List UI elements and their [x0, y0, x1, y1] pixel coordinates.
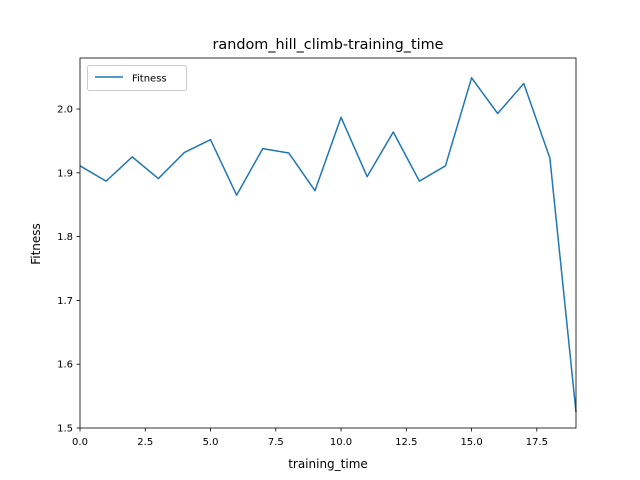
- data-point: [366, 176, 368, 178]
- x-tick-label: 12.5: [395, 437, 417, 448]
- data-point: [131, 156, 133, 158]
- x-tick-label: 2.5: [137, 437, 153, 448]
- axes-frame: [79, 57, 577, 429]
- data-point: [105, 180, 107, 182]
- x-axis-label: training_time: [288, 457, 368, 471]
- y-axis-label: Fitness: [29, 223, 43, 265]
- x-tick-label: 10.0: [330, 437, 352, 448]
- data-point: [445, 165, 447, 167]
- data-point: [262, 148, 264, 150]
- legend-box: [87, 65, 187, 91]
- chart-title: random_hill_climb-training_time: [212, 37, 443, 53]
- y-tick-label: 1.7: [57, 296, 73, 307]
- data-point: [471, 77, 473, 79]
- x-tick-label: 17.5: [526, 437, 548, 448]
- legend: Fitness: [87, 65, 187, 91]
- data-point: [184, 152, 186, 154]
- data-point: [158, 178, 160, 180]
- data-point: [288, 152, 290, 154]
- x-tick-label: 7.5: [268, 437, 284, 448]
- data-point: [497, 113, 499, 115]
- data-point: [392, 131, 394, 133]
- axes: 0.0 2.5 5.0 7.5 10.0 12.5 15.0 17.5 1.5 1.6 1.7 1.8…: [57, 57, 577, 448]
- data-point: [210, 139, 212, 141]
- data-point: [314, 190, 316, 192]
- y-tick-label: 1.5: [57, 424, 73, 435]
- data-point: [523, 83, 525, 85]
- plot-area: [79, 77, 577, 413]
- y-tick-label: 1.8: [57, 232, 73, 243]
- legend-label: Fitness: [132, 74, 167, 85]
- data-point: [340, 117, 342, 119]
- data-point: [549, 157, 551, 159]
- data-point: [236, 194, 238, 196]
- y-tick-label: 1.9: [57, 168, 73, 179]
- x-tick-label: 0.0: [72, 437, 88, 448]
- series-line-0: [79, 77, 577, 413]
- y-tick-label: 2.0: [57, 105, 73, 116]
- data-point: [419, 180, 421, 182]
- y-tick-label: 1.6: [57, 360, 73, 371]
- x-tick-label: 5.0: [203, 437, 219, 448]
- x-tick-label: 15.0: [460, 437, 482, 448]
